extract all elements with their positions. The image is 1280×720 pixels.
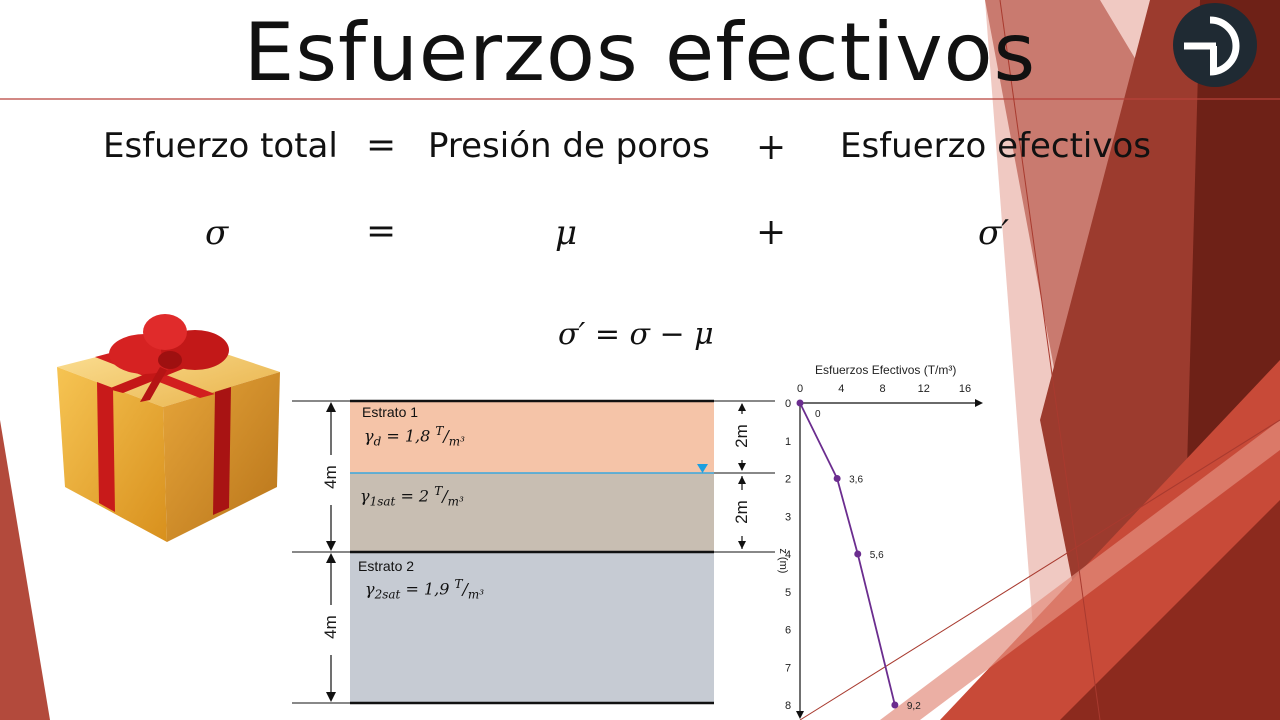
chart-y-tick-label: 0 [785, 398, 791, 410]
symbol-sigma-prime: σ′ [978, 213, 1009, 253]
label-effective-stress: Esfuerzo efectivos [840, 126, 1151, 166]
chart-y-tick-label: 5 [785, 587, 791, 599]
chart-data-point [854, 550, 862, 558]
water-table-icon [697, 464, 708, 473]
chart-data-label: 9,2 [907, 701, 921, 712]
plus-sign-1: + [756, 127, 787, 168]
slide-title: Esfuerzos efectivos [243, 6, 1037, 99]
gamma-dry-label: γd = 1,8 T/m³ [364, 424, 465, 449]
label-total-stress: Esfuerzo total [103, 126, 338, 166]
chart-y-tick-label: 8 [785, 700, 791, 712]
chart-x-tick-label: 4 [838, 383, 844, 395]
layer-dry-sand [350, 401, 714, 473]
chart-y-tick-label: 3 [785, 511, 791, 523]
stratum-2-label: Estrato 2 [358, 558, 415, 574]
layer-saturated-sand [350, 473, 714, 552]
stratum-1-label: Estrato 1 [362, 404, 419, 420]
brand-logo-icon [1173, 3, 1257, 87]
chart-x-axis-arrow [975, 399, 983, 407]
chart-x-tick-label: 16 [959, 383, 971, 395]
plus-sign-2: + [756, 212, 787, 253]
chart-data-label: 3,6 [849, 475, 863, 486]
gamma-2sat-label: γ2sat = 1,9 T/m³ [365, 577, 485, 602]
symbol-mu: μ [555, 213, 578, 253]
gamma-1sat-label: γ1sat = 2 T/m³ [360, 484, 464, 509]
chart-y-axis-label: z (m) [777, 548, 789, 573]
chart-data-point [833, 475, 841, 482]
thickness-layer-dry: 2m [732, 424, 751, 448]
chart-data-point [796, 399, 804, 407]
chart-x-tick-label: 0 [797, 383, 803, 395]
chart-data-label: 5,6 [870, 550, 884, 561]
thickness-stratum-1: 4m [321, 465, 340, 489]
chart-y-tick-label: 1 [785, 436, 791, 448]
label-pore-pressure: Presión de poros [428, 126, 710, 166]
gift-box-icon [57, 314, 280, 542]
soil-profile-diagram [292, 399, 775, 705]
chart-data-label: 0 [815, 409, 821, 420]
chart-y-tick-label: 7 [785, 662, 791, 674]
chart-series-line [799, 402, 896, 706]
chart-data-point [891, 701, 899, 709]
effective-stress-chart: Esfuerzos Efectivos (T/m³) 0 4 8 12 16012345… [777, 363, 983, 719]
symbol-sigma: σ [205, 213, 229, 253]
chart-x-tick-label: 8 [879, 383, 885, 395]
effective-stress-formula: σ′ = σ − μ [558, 317, 714, 352]
chart-y-axis-arrow [796, 711, 804, 719]
chart-y-tick-label: 2 [785, 474, 791, 486]
thickness-layer-sat: 2m [732, 500, 751, 524]
chart-x-tick-label: 12 [918, 383, 930, 395]
chart-y-tick-label: 4 [785, 549, 791, 561]
equals-sign-1: = [366, 125, 397, 166]
layer-stratum-2 [350, 552, 714, 703]
equals-sign-2: = [366, 211, 397, 252]
chart-title: Esfuerzos Efectivos (T/m³) [815, 363, 956, 377]
thickness-stratum-2: 4m [321, 615, 340, 639]
chart-y-tick-label: 6 [785, 625, 791, 637]
